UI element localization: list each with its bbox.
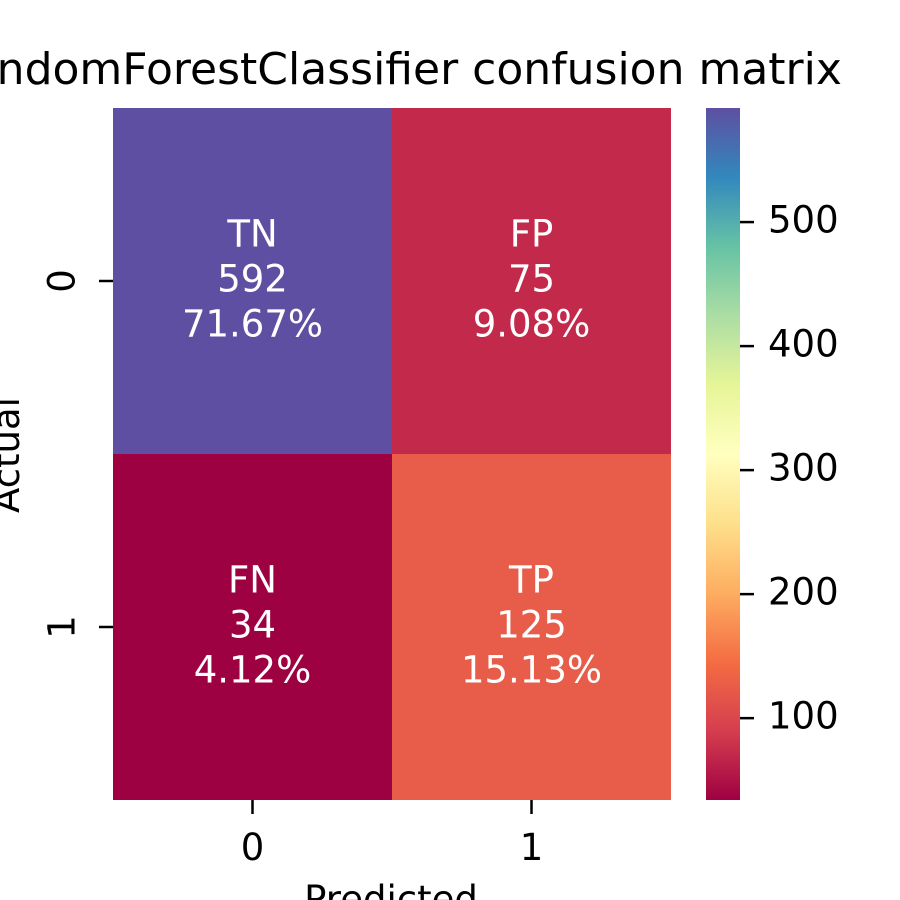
y-axis-title: Actual bbox=[0, 397, 28, 513]
cell-percent: 4.12% bbox=[194, 649, 312, 692]
cell-label: FN bbox=[228, 559, 277, 602]
x-axis-title: Predicted bbox=[304, 878, 478, 900]
cell-percent: 9.08% bbox=[473, 303, 591, 346]
cell-count: 34 bbox=[229, 604, 276, 647]
cell-count: 592 bbox=[217, 258, 288, 301]
cell-count: 75 bbox=[508, 258, 555, 301]
colorbar-tick-label: 500 bbox=[768, 199, 839, 242]
cell-percent: 71.67% bbox=[182, 303, 323, 346]
cell-rect bbox=[113, 108, 392, 454]
colorbar-ticks: 100 200 300 400 500 bbox=[740, 199, 839, 738]
cell-label: TN bbox=[226, 213, 277, 256]
cell-label: TP bbox=[508, 559, 554, 602]
colorbar-tick-label: 200 bbox=[768, 571, 839, 614]
colorbar-tick-label: 400 bbox=[768, 323, 839, 366]
cell-count: 125 bbox=[496, 604, 567, 647]
cell-percent: 15.13% bbox=[461, 649, 602, 692]
colorbar-tick-label: 300 bbox=[768, 447, 839, 490]
x-tick-label: 0 bbox=[241, 826, 265, 869]
cell-label: FP bbox=[510, 213, 554, 256]
colorbar-tick-label: 100 bbox=[768, 695, 839, 738]
cell-rect bbox=[113, 454, 392, 800]
axes: 0 1 0 1 bbox=[41, 269, 544, 869]
y-tick-label: 1 bbox=[41, 615, 84, 639]
cell-rect bbox=[392, 108, 671, 454]
colorbar bbox=[706, 108, 740, 800]
x-tick-label: 1 bbox=[520, 826, 544, 869]
cell-rect bbox=[392, 454, 671, 800]
chart-title: RandomForestClassifier confusion matrix bbox=[0, 44, 842, 95]
y-tick-label: 0 bbox=[41, 269, 84, 293]
